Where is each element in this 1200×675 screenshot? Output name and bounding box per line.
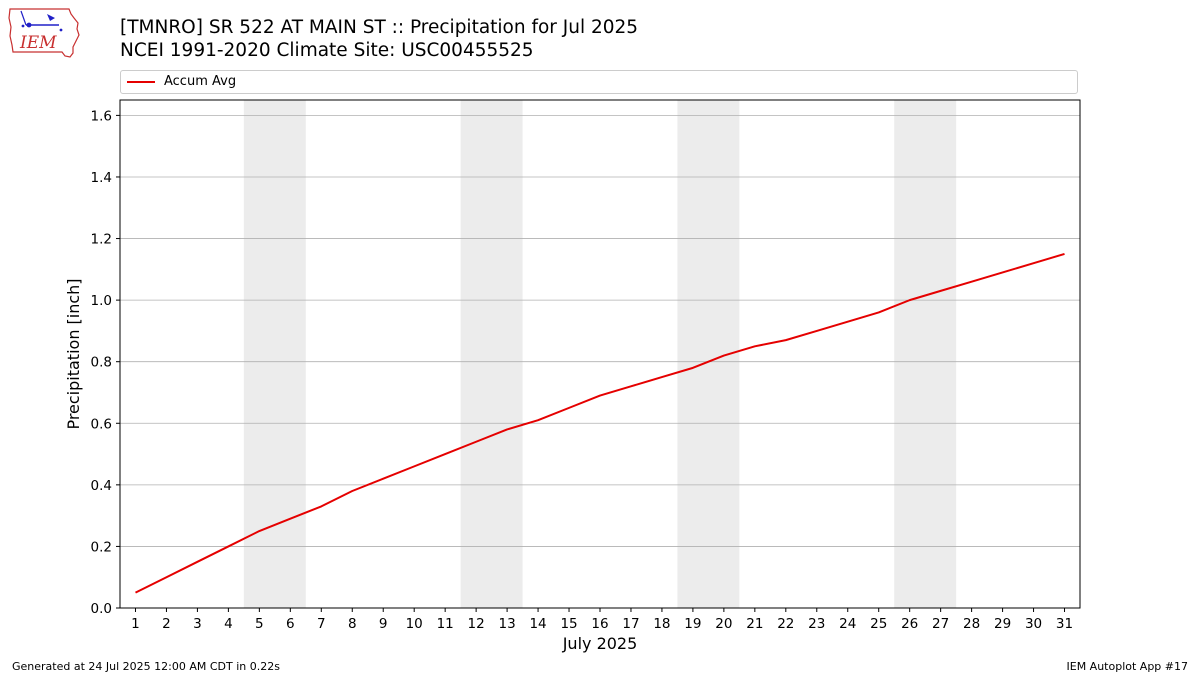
x-tick-label: 17 [622,616,639,632]
x-tick-label: 7 [317,616,326,632]
weekend-band [894,100,957,608]
x-tick-label: 4 [224,616,233,632]
x-tick-label: 15 [560,616,577,632]
x-tick-label: 20 [715,616,732,632]
chart-title: [TMNRO] SR 522 AT MAIN ST :: Precipitati… [120,17,639,38]
x-tick-label: 13 [499,616,516,632]
x-tick-label: 28 [963,616,980,632]
x-tick-label: 31 [1056,616,1073,632]
legend-swatch [127,81,155,83]
x-tick-label: 27 [932,616,949,632]
footer-generated: Generated at 24 Jul 2025 12:00 AM CDT in… [12,660,280,673]
x-tick-label: 24 [839,616,856,632]
y-tick-label: 0.2 [91,539,112,555]
y-tick-label: 1.2 [91,232,112,248]
x-tick-label: 26 [901,616,918,632]
x-tick-label: 1 [131,616,140,632]
x-tick-label: 5 [255,616,264,632]
iem-iowa-logo: IEM [8,8,80,58]
x-tick-label: 16 [591,616,608,632]
x-tick-label: 25 [870,616,887,632]
x-tick-label: 30 [1025,616,1042,632]
y-tick-label: 0.0 [91,601,112,617]
chart-legend: Accum Avg [120,70,1078,94]
weather-station-icon [20,10,63,32]
x-tick-label: 18 [653,616,670,632]
y-tick-label: 1.4 [91,170,112,186]
y-tick-label: 0.4 [91,478,112,494]
x-tick-label: 8 [348,616,357,632]
x-tick-label: 10 [406,616,423,632]
x-tick-label: 23 [808,616,825,632]
footer-app: IEM Autoplot App #17 [1066,660,1189,673]
chart-subtitle: NCEI 1991-2020 Climate Site: USC00455525 [120,40,534,61]
x-tick-label: 6 [286,616,295,632]
x-tick-label: 29 [994,616,1011,632]
x-tick-label: 11 [437,616,454,632]
logo-text: IEM [19,33,57,53]
x-tick-label: 3 [193,616,202,632]
x-tick-label: 12 [468,616,485,632]
x-axis-label: July 2025 [562,634,638,653]
x-tick-label: 14 [529,616,546,632]
y-axis-label: Precipitation [inch] [64,278,83,429]
y-tick-label: 0.8 [91,355,112,371]
weekend-band [243,100,306,608]
series-line-accum-avg [135,252,1065,594]
y-tick-label: 1.0 [91,293,112,309]
y-tick-label: 1.6 [91,108,112,124]
x-tick-label: 21 [746,616,763,632]
x-tick-label: 2 [162,616,171,632]
y-tick-label: 0.6 [91,416,112,432]
x-tick-label: 19 [684,616,701,632]
weekend-band [460,100,523,608]
x-tick-label: 9 [379,616,388,632]
iowa-state-outline [8,8,80,58]
legend-label: Accum Avg [164,74,237,89]
x-tick-label: 22 [777,616,794,632]
